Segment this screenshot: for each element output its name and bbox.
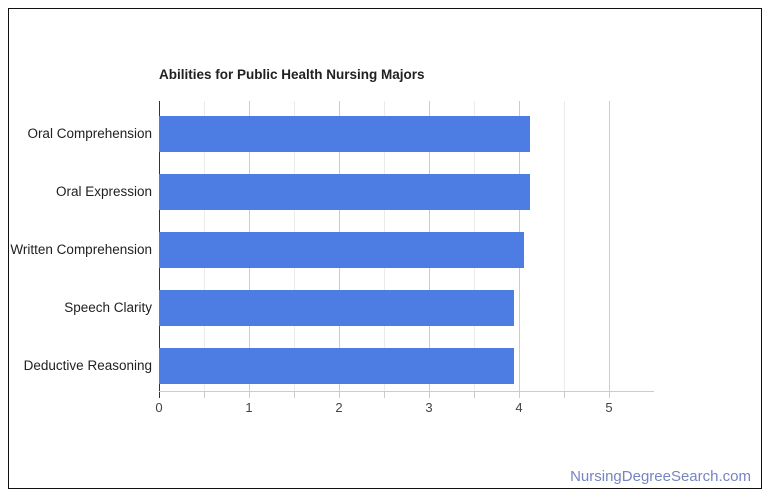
axis-tick <box>609 392 610 398</box>
watermark-link[interactable]: NursingDegreeSearch.com <box>570 468 751 485</box>
major-gridline <box>609 101 610 391</box>
bar[interactable] <box>159 174 530 210</box>
chart-row: Speech Clarity <box>64 275 654 333</box>
category-label: Deductive Reasoning <box>23 358 152 373</box>
axis-tick <box>294 392 295 398</box>
x-tick-label: 5 <box>605 400 613 415</box>
axis-tick <box>339 392 340 398</box>
x-tick-label: 4 <box>515 400 523 415</box>
chart-card: Abilities for Public Health Nursing Majo… <box>8 8 762 489</box>
category-label: Oral Comprehension <box>27 126 152 141</box>
axis-tick <box>564 392 565 398</box>
axis-tick <box>204 392 205 398</box>
category-label: Oral Expression <box>55 184 152 199</box>
category-label: Speech Clarity <box>64 300 152 315</box>
chart-row: Oral Comprehension <box>27 101 654 159</box>
bar-rows-container: Oral Comprehension Oral Expression Written… <box>10 101 654 391</box>
x-axis-line <box>159 391 654 392</box>
x-tick-label: 3 <box>425 400 433 415</box>
x-tick-label: 0 <box>155 400 163 415</box>
chart-row: Deductive Reasoning <box>24 333 654 391</box>
plot-area: Oral Comprehension Oral Expression Written… <box>10 101 654 415</box>
chart-row: Oral Expression <box>56 159 654 217</box>
bar[interactable] <box>159 116 530 152</box>
x-tick-label: 1 <box>245 400 253 415</box>
chart-title: Abilities for Public Health Nursing Majo… <box>159 67 425 82</box>
axis-tick <box>474 392 475 398</box>
category-label: Written Comprehension <box>10 242 152 257</box>
axis-tick <box>519 392 520 398</box>
axis-tick <box>429 392 430 398</box>
bar[interactable] <box>159 232 525 268</box>
axis-tick <box>384 392 385 398</box>
bar[interactable] <box>159 348 514 384</box>
x-tick-label: 2 <box>335 400 343 415</box>
chart-row: Written Comprehension <box>10 217 654 275</box>
minor-gridline <box>564 101 565 391</box>
axis-tick <box>249 392 250 398</box>
bar[interactable] <box>159 290 514 326</box>
